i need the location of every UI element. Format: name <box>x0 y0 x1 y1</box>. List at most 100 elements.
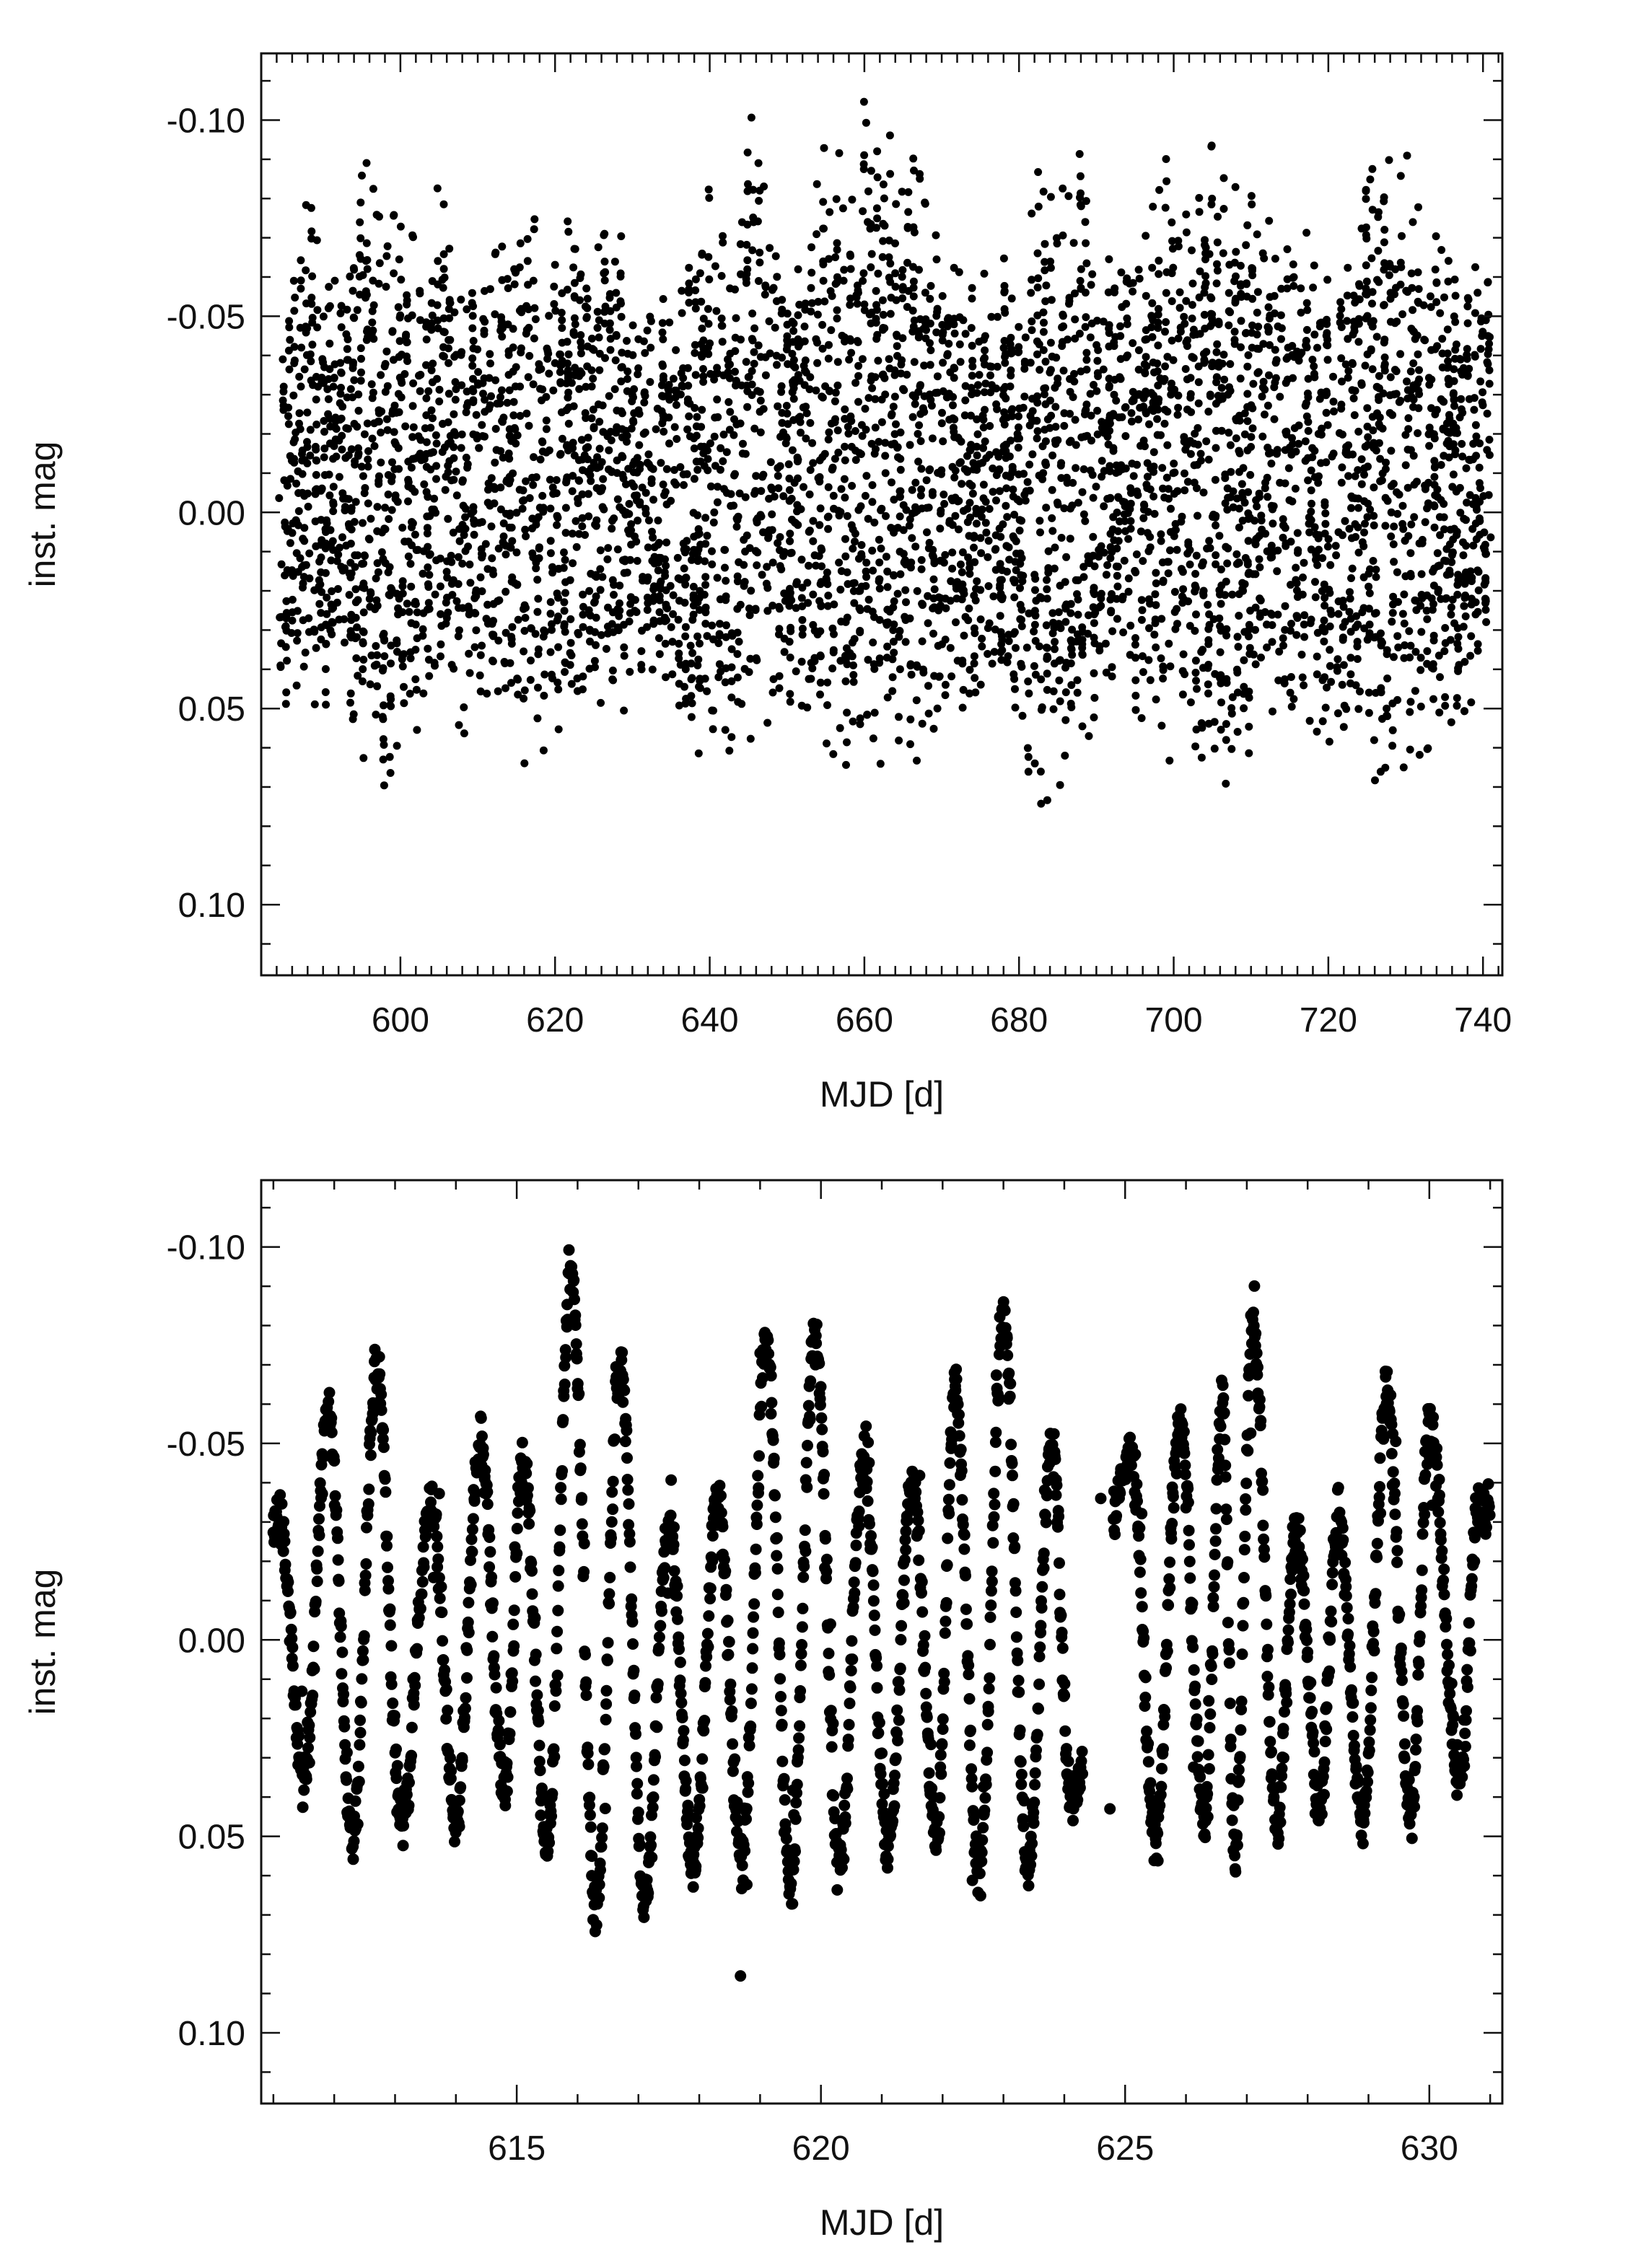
data-point <box>750 359 758 368</box>
data-point <box>557 309 566 317</box>
data-point <box>1142 408 1150 416</box>
data-point <box>1368 164 1377 173</box>
data-point <box>764 534 773 542</box>
data-point <box>1138 652 1147 661</box>
data-point <box>828 291 836 300</box>
data-point <box>773 273 781 281</box>
data-point <box>1055 676 1064 685</box>
data-point <box>846 412 855 421</box>
data-point <box>1380 197 1388 206</box>
data-point <box>561 589 569 597</box>
data-point <box>1440 293 1448 302</box>
data-point <box>1323 329 1331 338</box>
data-point <box>859 207 867 216</box>
data-point <box>704 252 713 261</box>
data-point <box>683 425 692 434</box>
data-point <box>1458 452 1467 461</box>
data-point <box>501 587 510 596</box>
data-point <box>1344 366 1353 375</box>
data-point <box>1433 549 1442 558</box>
data-point <box>669 591 678 599</box>
data-point <box>558 356 566 365</box>
data-point <box>427 406 436 415</box>
data-point <box>1063 478 1072 487</box>
data-point <box>1414 379 1422 387</box>
data-point <box>1287 703 1296 711</box>
data-point <box>837 567 846 576</box>
data-point <box>1269 519 1277 528</box>
data-point <box>1414 350 1422 359</box>
data-point <box>1223 506 1232 514</box>
data-point <box>1100 502 1108 511</box>
data-point <box>808 664 817 672</box>
data-point <box>870 518 879 527</box>
data-point <box>1169 469 1178 478</box>
data-point <box>1452 340 1460 348</box>
data-point <box>590 423 598 431</box>
data-point <box>1103 495 1112 503</box>
data-point <box>293 636 302 645</box>
data-point <box>1430 472 1439 481</box>
data-point <box>688 649 697 657</box>
data-point <box>1344 263 1352 272</box>
data-point <box>587 382 596 391</box>
data-point <box>477 545 486 553</box>
data-point <box>1463 345 1471 353</box>
data-point <box>1115 413 1124 422</box>
data-point <box>883 693 892 702</box>
data-point <box>1152 601 1160 610</box>
data-point <box>1157 721 1166 730</box>
data-point <box>1434 586 1442 594</box>
data-point <box>1193 511 1201 520</box>
data-point <box>1274 610 1282 619</box>
data-point <box>890 371 899 379</box>
data-point <box>326 526 335 535</box>
data-point <box>463 463 472 472</box>
data-point <box>989 592 998 601</box>
data-point <box>1261 385 1269 394</box>
data-point <box>844 423 852 431</box>
data-point <box>1077 189 1085 198</box>
data-point <box>310 628 319 636</box>
data-point <box>1049 687 1058 695</box>
data-point <box>1365 708 1373 717</box>
data-point <box>1004 652 1012 661</box>
data-point <box>361 484 369 492</box>
data-point <box>798 630 807 639</box>
data-point <box>794 474 802 483</box>
data-point <box>412 546 421 554</box>
data-point <box>1188 301 1196 309</box>
data-point <box>837 485 846 493</box>
data-point <box>1411 687 1419 695</box>
data-point <box>970 533 978 542</box>
data-point <box>850 599 859 607</box>
data-point <box>1266 311 1274 320</box>
data-point <box>1237 343 1245 351</box>
data-point <box>849 545 857 553</box>
data-point <box>843 708 851 717</box>
data-point <box>1390 366 1399 374</box>
data-point <box>1161 328 1169 336</box>
data-point <box>397 376 406 384</box>
data-point <box>788 446 797 454</box>
data-point <box>1423 615 1432 623</box>
data-point <box>1295 421 1303 430</box>
data-point <box>1305 519 1313 528</box>
data-point <box>1302 325 1311 334</box>
data-point <box>1421 518 1429 527</box>
data-point <box>1221 474 1230 483</box>
data-point <box>471 609 480 617</box>
data-point <box>311 442 320 451</box>
data-point <box>823 739 831 748</box>
data-point <box>306 452 315 460</box>
data-point <box>1311 578 1319 586</box>
data-point <box>755 258 764 267</box>
data-point <box>768 688 777 697</box>
data-point <box>1166 546 1174 555</box>
data-point <box>1302 299 1311 307</box>
data-point <box>866 219 875 228</box>
data-point <box>922 504 931 512</box>
data-point <box>1367 319 1375 328</box>
data-point <box>1323 421 1332 429</box>
data-point <box>1444 357 1453 366</box>
